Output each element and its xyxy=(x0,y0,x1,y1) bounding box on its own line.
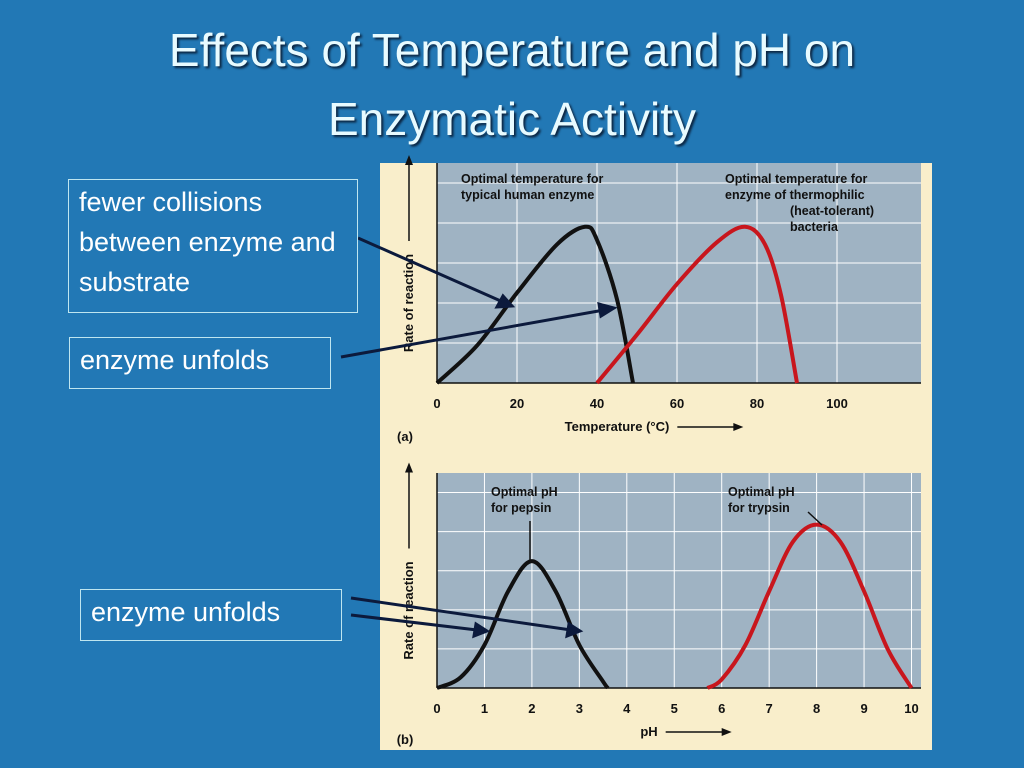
y-axis-label: Rate of reaction xyxy=(401,561,416,659)
x-tick-label: 3 xyxy=(576,701,583,716)
x-tick-label: 0 xyxy=(433,701,440,716)
x-tick-label: 6 xyxy=(718,701,725,716)
arrow-head xyxy=(597,301,618,319)
arrow xyxy=(350,596,572,632)
annotation: bacteria xyxy=(790,220,839,234)
axis-arrow-head xyxy=(405,462,413,473)
curve xyxy=(436,559,610,690)
x-tick-label: 60 xyxy=(670,396,684,411)
x-axis-label: Temperature (°C) xyxy=(565,419,670,434)
arrow xyxy=(340,308,605,359)
chart: 0 20 40 60 80 100 Temperature (°C) Rate of reac… xyxy=(397,155,921,444)
x-tick-label: 4 xyxy=(623,701,631,716)
annotation: for trypsin xyxy=(728,501,790,515)
annotation: enzyme of thermophilic xyxy=(725,188,865,202)
annotation: Optimal pH xyxy=(728,485,795,499)
axis-arrow-head xyxy=(721,728,732,736)
annotation: typical human enzyme xyxy=(461,188,594,202)
panel-label: (a) xyxy=(397,429,413,444)
y-axis-label: Rate of reaction xyxy=(401,254,416,352)
x-tick-label: 7 xyxy=(766,701,773,716)
x-tick-label: 20 xyxy=(510,396,524,411)
x-tick-label: 80 xyxy=(750,396,764,411)
annotation-leader xyxy=(807,511,823,526)
x-tick-label: 40 xyxy=(590,396,604,411)
x-tick-label: 100 xyxy=(826,396,848,411)
callout-arrows xyxy=(340,236,618,639)
arrow xyxy=(357,236,504,304)
panel-label: (b) xyxy=(397,732,414,747)
plot-area xyxy=(437,473,921,688)
callout: enzyme unfolds xyxy=(69,337,331,389)
curve xyxy=(595,224,799,385)
curve xyxy=(706,522,914,690)
arrow-head xyxy=(494,293,516,309)
x-tick-label: 1 xyxy=(481,701,488,716)
plot-area xyxy=(437,163,921,383)
x-axis-label: pH xyxy=(640,724,657,739)
x-tick-label: 2 xyxy=(528,701,535,716)
curve xyxy=(435,224,635,385)
callout: fewer collisions between enzyme and subs… xyxy=(68,179,358,313)
slide-title: Effects of Temperature and pH on xyxy=(169,24,855,76)
callout: enzyme unfolds xyxy=(80,589,342,641)
x-tick-label: 0 xyxy=(433,396,440,411)
annotation: for pepsin xyxy=(491,501,551,515)
x-tick-label: 9 xyxy=(860,701,867,716)
x-tick-label: 10 xyxy=(904,701,918,716)
annotation: (heat-tolerant) xyxy=(790,204,874,218)
slide-title: Enzymatic Activity xyxy=(328,93,696,145)
annotation: Optimal pH xyxy=(491,485,558,499)
annotation: Optimal temperature for xyxy=(725,172,868,186)
annotation: Optimal temperature for xyxy=(461,172,604,186)
x-tick-label: 5 xyxy=(671,701,678,716)
arrow xyxy=(350,613,478,632)
axis-arrow-head xyxy=(733,423,744,431)
axis-arrow-head xyxy=(405,155,413,165)
arrow-head xyxy=(565,621,584,639)
arrow-head xyxy=(472,621,491,639)
chart: 0 1 2 3 4 5 6 7 8 9 10 pH Rate of reaction (b) Optimal… xyxy=(397,462,921,747)
x-tick-label: 8 xyxy=(813,701,820,716)
